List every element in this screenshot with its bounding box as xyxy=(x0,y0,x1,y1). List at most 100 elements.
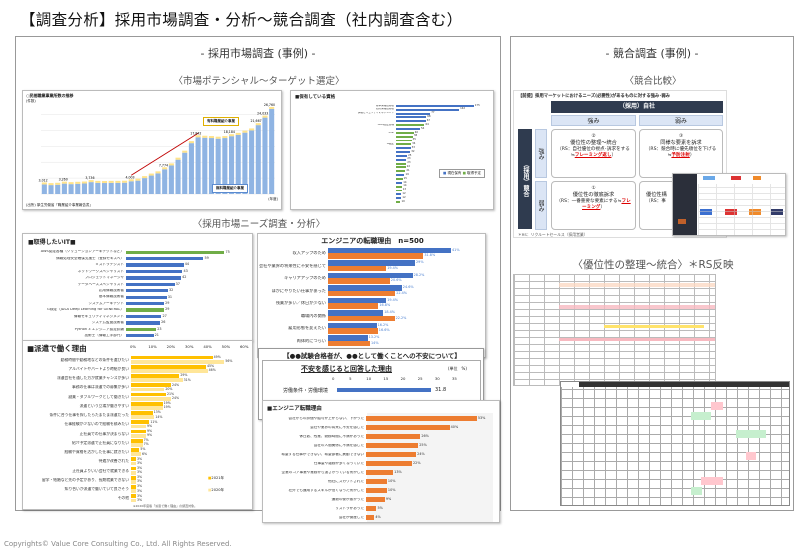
bar-value: 31 xyxy=(167,294,173,299)
bar-value: 20.6% xyxy=(390,278,402,283)
bar-row: 54 xyxy=(291,127,491,131)
axis-tick: 20 xyxy=(400,376,406,381)
bar-wrap: 75 xyxy=(126,249,230,254)
bar-wrap: 23 xyxy=(396,162,411,165)
bar-wrap: 13% xyxy=(131,411,162,415)
bar-wrap: 29 xyxy=(126,307,169,312)
bar xyxy=(396,104,474,107)
bar-wrap: 16.2% xyxy=(328,323,390,329)
bar-value: 45% xyxy=(207,364,215,369)
bar-row: 基本情報技術者 31 xyxy=(23,294,249,300)
bar-wrap: 11% xyxy=(131,420,157,425)
bar xyxy=(396,139,412,142)
trend-arrow xyxy=(131,132,199,176)
bar-wrap: 42 xyxy=(126,275,186,280)
bar-wrap: 13.2% xyxy=(328,335,380,341)
bar-wrap: 16.8% xyxy=(328,303,398,309)
bar-value: 19 xyxy=(405,172,409,176)
bar-value: 5% xyxy=(140,447,146,452)
legend-held: 現在保有 xyxy=(447,171,462,175)
bar-row: 勤務時間や勤務地などの条件を選びたい 49% 56% xyxy=(23,355,249,364)
bar-value: 5% xyxy=(377,505,383,510)
engineer-job-change-reasons-thumbnail: エンジニアの転職理由 n=500 収入アップのため 41% 31.8% 会社や業界の将… xyxy=(257,233,486,358)
bar-wrap: 3% xyxy=(131,466,142,471)
q2-number: ② xyxy=(591,134,596,139)
bar-value: 19.4% xyxy=(387,297,398,302)
bar-value: 13.2% xyxy=(368,335,380,340)
bar-group: 18.4% 22.2% xyxy=(328,310,406,323)
bar xyxy=(68,184,74,194)
bar-label: 情報セキュリティマネジメント xyxy=(73,314,124,318)
bar-wrap: 27 xyxy=(126,314,167,319)
bar-row: 13 xyxy=(291,189,491,193)
axis-tick: 35 xyxy=(452,376,457,381)
bar-wrap: 22.2% xyxy=(328,316,406,322)
bar-value: 16.6% xyxy=(378,328,390,333)
bar-row: AWS認定各種 64 xyxy=(291,123,491,127)
bar-group: 15 xyxy=(396,177,407,181)
bar-group: 5% xyxy=(366,504,383,513)
bar xyxy=(396,112,431,115)
bar-wrap: 38 xyxy=(396,135,417,138)
bar-wrap: 23 xyxy=(396,158,411,161)
plot-area xyxy=(367,413,493,522)
bar-label: 情報セキュリティマネジメント xyxy=(357,112,394,115)
bar-wrap: 7% xyxy=(131,438,149,443)
data-label: 3,260 xyxy=(59,178,68,182)
bar-label: 会社や業界の将来性に不安を感じて xyxy=(258,263,326,268)
bar-value: 24.6% xyxy=(402,285,414,290)
bar-top xyxy=(101,181,108,184)
bar xyxy=(131,489,136,494)
bar-value: 9% xyxy=(147,423,153,428)
bar-label: G検定（JDLA Deep Learning for GENERAL） xyxy=(47,308,124,312)
bar xyxy=(396,120,426,123)
bar-label: 基本情報技術者 xyxy=(98,295,124,299)
bar xyxy=(396,124,425,127)
chart-title: ○民間職業事業所数の推移 xyxy=(26,93,74,98)
bar-group: 24.6% 22.4% xyxy=(328,285,414,298)
bar-row: 雇用形態を変えたい 16.2% 16.6% xyxy=(258,322,484,335)
bar-value: 75 xyxy=(225,249,230,254)
bar xyxy=(61,183,67,194)
bar-value: 142 xyxy=(460,107,466,111)
bar xyxy=(131,406,163,410)
bar-label: プロジェクトマネージャ xyxy=(84,276,124,280)
bar-group: 10 xyxy=(396,200,405,204)
logo-block xyxy=(731,176,741,180)
bar-wrap: 10% xyxy=(366,479,395,484)
bar xyxy=(126,302,165,306)
q1-desc: （RS：一番重要な要素にする≒ xyxy=(556,199,622,205)
bar-label: ほかにやりたい仕事があった xyxy=(271,288,326,293)
bar-wrap: 3% xyxy=(131,498,142,503)
bar-value: 19% xyxy=(163,401,171,406)
bar-value: 14% xyxy=(155,414,163,419)
bar-row: キャリアアップのため 28.2% 20.6% xyxy=(258,272,484,285)
copyright: Copyrights© Value Core Consulting Co., L… xyxy=(4,540,232,548)
bar-group: 10% xyxy=(366,486,395,495)
bar xyxy=(229,136,235,194)
quadrant-3: ③ 同様な要素を訴求 （RS：競合時に優先順位を下げる≒予防注射） xyxy=(639,129,723,178)
logo-block xyxy=(753,176,761,180)
bar-row: 38 xyxy=(291,135,491,139)
bar-top xyxy=(262,115,268,118)
bar xyxy=(131,461,136,466)
bar-value: 20% xyxy=(165,386,173,391)
chart-note: ※2020年度版「派遣で働く理由」の調査対象。 xyxy=(133,504,198,508)
bar xyxy=(131,415,155,420)
bar xyxy=(131,359,225,364)
bar-top xyxy=(61,181,67,184)
bar-wrap: 5% xyxy=(131,448,147,452)
bar-wrap: 53% xyxy=(366,416,485,421)
bar-label: AWS認定各種（ソリューションアーキテクトなど） xyxy=(40,250,124,254)
bar-row: 仕事経験が少ないので経験を積みたい 11% 9% xyxy=(23,420,249,429)
bar xyxy=(396,193,402,196)
q3-keyword: 予防注射 xyxy=(671,153,690,159)
bar-row: 12 xyxy=(291,192,491,196)
bar-label: 他社にスカウトされた xyxy=(328,479,364,483)
bar-row: プロジェクトマネージャ 42 xyxy=(23,275,249,281)
bar-row: 67 xyxy=(291,119,491,123)
bar-wrap: 41% xyxy=(328,248,460,254)
bar-wrap: 64 xyxy=(396,123,429,127)
bar-label: 派遣という立場が働きやすい xyxy=(79,403,129,408)
section-market-potential: 〈市場ポテンシャル～ターゲット選定〉 xyxy=(173,76,345,87)
